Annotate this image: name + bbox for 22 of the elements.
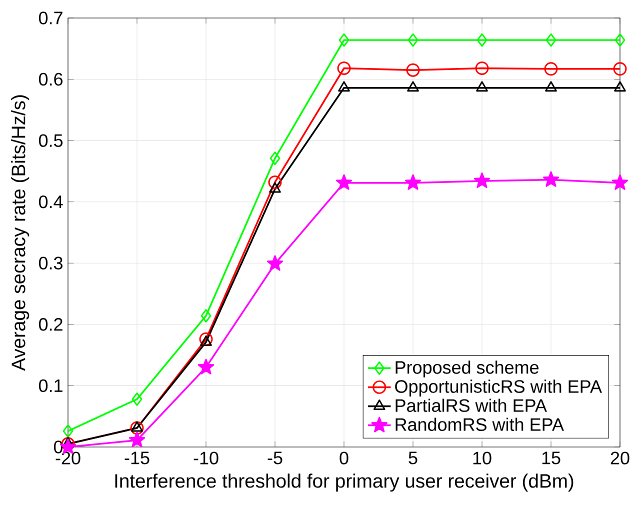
x-tick-label: 5 [408,452,418,464]
x-tick-label: 15 [542,452,560,464]
y-tick-label: 0.3 [38,256,63,270]
y-axis-title: Average secracy rate (Bits/Hz/s) [11,95,30,371]
legend-label: Proposed scheme [396,360,539,378]
y-tick-label: 0.2 [38,318,62,331]
x-tick-label: -5 [268,452,282,464]
y-tick-label: 0.4 [38,195,63,208]
legend-label: PartialRS with EPA [396,398,547,412]
x-tick-label: -20 [56,452,80,464]
x-axis-title: Interference threshold for primary user receiver (dBm) [115,474,574,492]
x-tick-label: -10 [194,452,218,464]
y-tick-label: 0.6 [38,72,63,86]
x-tick-label: -15 [124,452,150,464]
x-tick-label: 20 [610,452,630,464]
y-tick-label: 0.5 [38,134,63,147]
y-tick-label: 0.1 [38,379,62,392]
y-tick-label: 0.7 [38,12,62,24]
legend-label: OpportunisticRS with EPA [395,380,602,396]
legend-label: RandomRS with EPA [396,418,564,431]
x-tick-label: 0 [340,452,348,464]
x-tick-label: 10 [473,452,492,464]
